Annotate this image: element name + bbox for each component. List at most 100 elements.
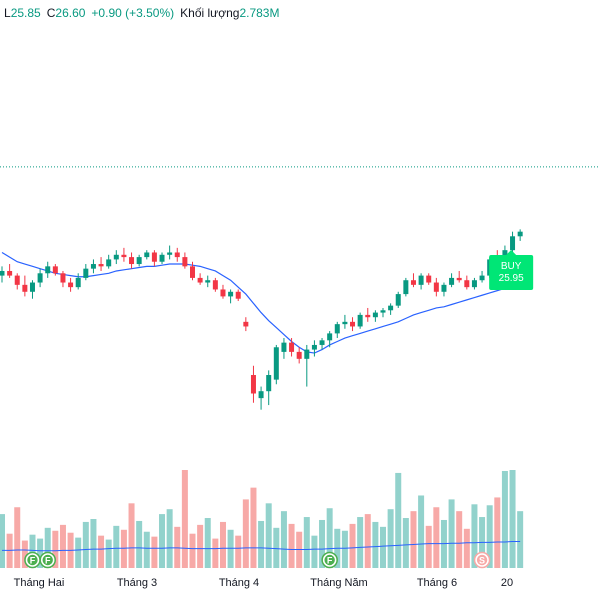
earnings-badge[interactable]: S (473, 551, 491, 569)
candle-body (0, 270, 5, 276)
volume-bar (235, 535, 242, 568)
candle-body (235, 291, 241, 299)
candle (395, 291, 401, 308)
candle-body (121, 254, 127, 258)
candle (441, 282, 447, 297)
x-axis: Tháng Hai Tháng 3 Tháng 4 Tháng Năm Tháng 6 2… (14, 577, 514, 589)
x-axis-tick-label: Tháng Hai (14, 577, 65, 589)
candle (113, 250, 119, 265)
candle-body (167, 252, 173, 255)
candle-body (464, 280, 470, 288)
volume-bar (501, 470, 508, 568)
x-axis-tick-label: Tháng Năm (310, 577, 367, 589)
candle (182, 252, 188, 269)
candle (418, 273, 424, 290)
candle-body (380, 310, 386, 313)
candle-body (174, 252, 180, 258)
candle (68, 277, 74, 292)
candle-body (144, 252, 150, 258)
change-value: +0.90 (+3.50%) (91, 6, 175, 20)
candle-body (106, 259, 112, 267)
candle (14, 273, 20, 290)
volume-bar (418, 495, 425, 568)
volume-bar (509, 470, 516, 568)
candles (0, 229, 523, 410)
candle (357, 312, 363, 329)
volume-bar (372, 521, 379, 568)
volume-bar (517, 511, 524, 568)
candle (250, 365, 256, 403)
x-axis-tick-label: Tháng 4 (219, 577, 259, 589)
candle-body (75, 277, 81, 288)
candle-body (372, 312, 378, 318)
candle (205, 275, 211, 288)
candle (75, 273, 81, 290)
volume-bar (90, 519, 97, 568)
volume-bar (456, 511, 463, 568)
volume-bar (242, 499, 249, 568)
candle (281, 338, 287, 359)
badge-letter: F (45, 556, 51, 566)
volume-bar (364, 514, 371, 568)
candle-body (441, 284, 447, 292)
candle-body (205, 280, 211, 283)
candle (510, 231, 516, 253)
candle (296, 347, 302, 364)
dividend-badge[interactable]: F (321, 551, 338, 569)
volume-bar (82, 521, 89, 568)
candle (29, 280, 35, 299)
volume-bar (380, 526, 386, 568)
candle (159, 252, 165, 265)
candle (403, 277, 409, 297)
volume-bar (197, 524, 204, 568)
dividend-badge[interactable]: F (24, 551, 41, 569)
candle-body (357, 314, 363, 327)
badge-fill (476, 554, 488, 566)
buy-price: 25.95 (499, 273, 524, 284)
x-axis-tick-label: Tháng 6 (417, 577, 457, 589)
volume-bar (410, 511, 417, 568)
candle-body (449, 277, 455, 285)
badge-letter: F (327, 556, 333, 566)
close-label: C (46, 6, 56, 20)
volume-bar (463, 528, 470, 568)
volume-bar (311, 535, 318, 568)
candle-body (388, 305, 394, 311)
volume-bar (227, 529, 234, 568)
candle (311, 340, 317, 357)
dividend-badge[interactable]: F (39, 551, 56, 569)
low-value: 25.85 (10, 6, 41, 20)
candle-body (190, 266, 195, 278)
candle (60, 270, 66, 288)
candle (197, 273, 203, 285)
volume-bar (143, 531, 150, 568)
volume-bar (98, 535, 105, 568)
candle-body (7, 270, 13, 276)
volume-ma-group (2, 541, 521, 552)
volume-bar (52, 530, 59, 568)
volume-bar (273, 527, 280, 568)
candle (136, 254, 142, 267)
volume-bar (357, 517, 364, 568)
candle (37, 268, 43, 288)
candle (289, 338, 295, 357)
candle-body (342, 321, 348, 325)
volume-bar (151, 536, 158, 568)
candle (456, 270, 462, 283)
candle (106, 254, 112, 269)
candle-body (60, 273, 66, 283)
candle-body (334, 324, 340, 334)
close-value: 26.60 (55, 6, 86, 20)
volume-label: Khối lượng (180, 6, 240, 20)
candle-body (159, 254, 165, 262)
volume-bar (303, 517, 310, 568)
badge-letter: F (30, 556, 36, 566)
candle-body (517, 231, 523, 237)
candle-body (113, 254, 119, 260)
candle (410, 273, 416, 288)
candle-body (289, 342, 295, 352)
